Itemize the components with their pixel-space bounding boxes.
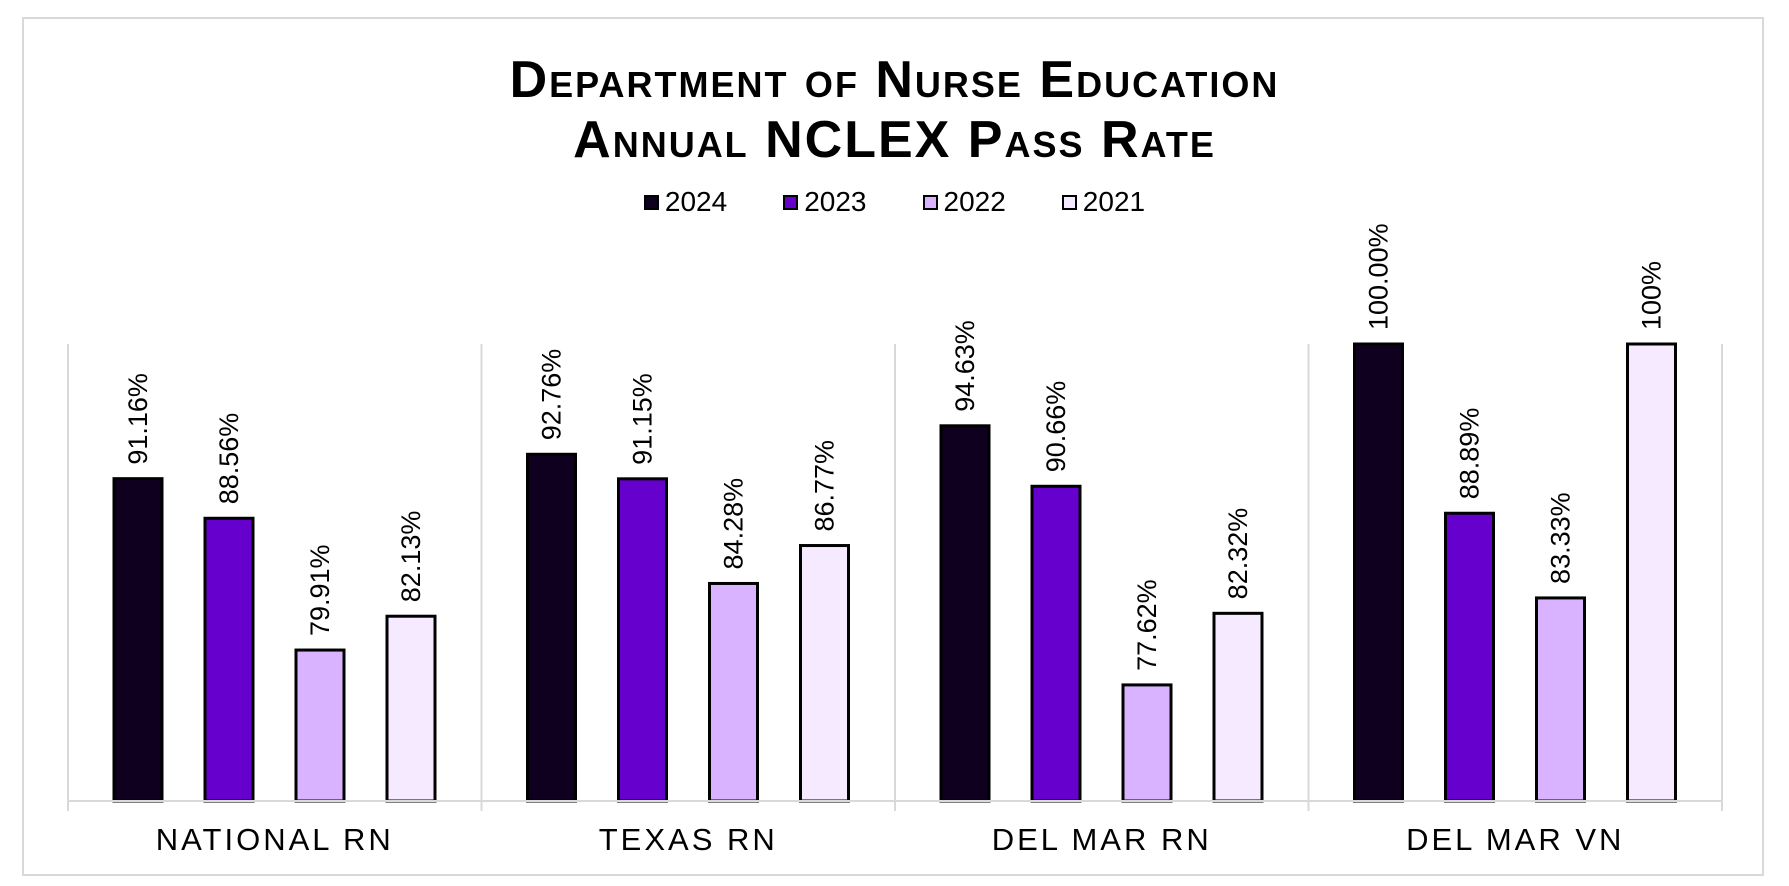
legend-label-2022: 2022 — [943, 186, 1006, 217]
value-label-2023-texas-rn: 91.15% — [628, 373, 658, 465]
legend-label-2021: 2021 — [1082, 186, 1146, 217]
legend-label-2024: 2024 — [664, 186, 728, 217]
value-label-2021-del-mar-vn: 100% — [1637, 261, 1667, 330]
value-label-2023-national-rn: 88.56% — [214, 413, 244, 505]
bar-2021-del-mar-vn — [1626, 342, 1677, 803]
bar-2022-del-mar-rn — [1121, 683, 1173, 803]
legend: 2024 2023 2022 2021 — [0, 186, 1789, 218]
bar-2024-texas-rn — [526, 452, 577, 803]
chart-title-line-2: Annual NCLEX Pass Rate — [573, 111, 1216, 169]
value-label-2024-texas-rn: 92.76% — [537, 349, 567, 441]
legend-item-2021: 2021 — [1061, 186, 1146, 218]
bar-2022-national-rn — [294, 648, 346, 803]
chart-title-line-1: Department of Nurse Education — [509, 51, 1280, 109]
bar-2024-del-mar-vn — [1353, 342, 1404, 803]
value-label-2023-del-mar-rn: 90.66% — [1041, 381, 1071, 473]
value-label-2022-texas-rn: 84.28% — [719, 478, 749, 570]
legend-swatch-2024 — [643, 194, 659, 210]
value-label-2021-national-rn: 82.13% — [396, 511, 426, 603]
legend-item-2024: 2024 — [643, 186, 728, 218]
value-label-2021-texas-rn: 86.77% — [810, 440, 840, 532]
bar-2021-del-mar-rn — [1212, 611, 1264, 803]
bar-2022-texas-rn — [708, 581, 759, 803]
value-label-2022-del-mar-rn: 77.62% — [1132, 579, 1162, 671]
bar-2022-del-mar-vn — [1535, 596, 1586, 803]
legend-item-2023: 2023 — [783, 186, 867, 218]
bar-2023-national-rn — [203, 516, 255, 803]
category-label-del-mar-vn: DEL MAR VN — [1406, 822, 1624, 857]
legend-swatch-2022 — [922, 194, 938, 210]
legend-swatch-2023 — [783, 194, 799, 210]
legend-item-2022: 2022 — [922, 186, 1006, 218]
value-label-2022-del-mar-vn: 83.33% — [1546, 492, 1576, 584]
bar-2023-del-mar-vn — [1444, 511, 1495, 803]
bar-2024-del-mar-rn — [939, 424, 991, 803]
category-label-texas-rn: TEXAS RN — [599, 822, 778, 857]
category-label-national-rn: NATIONAL RN — [156, 822, 394, 857]
value-label-2023-del-mar-vn: 88.89% — [1455, 408, 1485, 500]
bar-2024-national-rn — [112, 477, 164, 803]
bar-2023-texas-rn — [617, 477, 668, 803]
value-label-2021-del-mar-rn: 82.32% — [1223, 508, 1253, 600]
value-label-2022-national-rn: 79.91% — [305, 544, 335, 636]
value-label-2024-national-rn: 91.16% — [123, 373, 153, 465]
value-label-2024-del-mar-vn: 100.00% — [1364, 223, 1394, 330]
bar-2021-national-rn — [385, 614, 437, 803]
category-label-del-mar-rn: DEL MAR RN — [992, 822, 1212, 857]
bar-2023-del-mar-rn — [1030, 484, 1082, 803]
legend-label-2023: 2023 — [804, 186, 867, 217]
legend-swatch-2021 — [1061, 194, 1077, 210]
value-label-2024-del-mar-rn: 94.63% — [950, 320, 980, 412]
bar-2021-texas-rn — [799, 544, 850, 803]
